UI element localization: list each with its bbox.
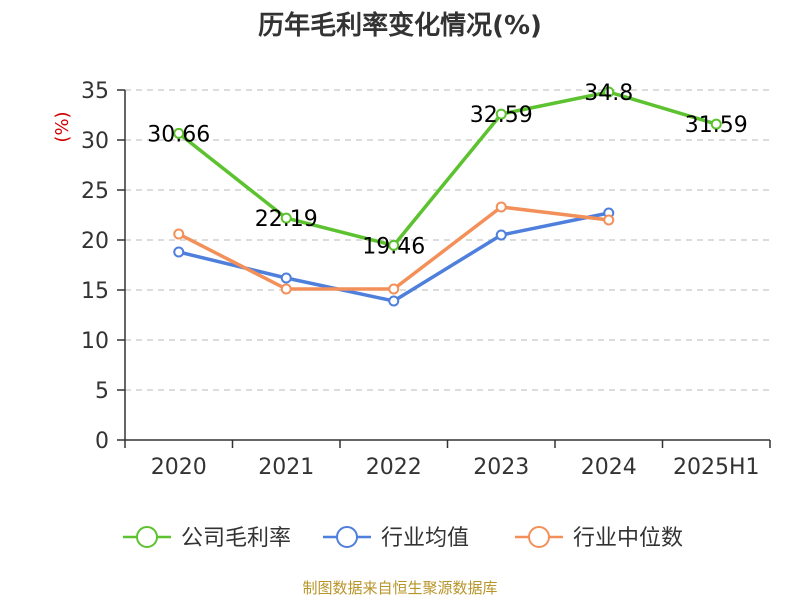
data-point bbox=[495, 229, 507, 241]
legend-marker-icon bbox=[136, 526, 158, 548]
series-line-0 bbox=[177, 90, 717, 248]
x-tick-label: 2025H1 bbox=[673, 455, 760, 480]
data-point bbox=[173, 228, 185, 240]
y-tick-label: 35 bbox=[81, 79, 109, 104]
data-point bbox=[280, 283, 292, 295]
data-point bbox=[603, 86, 615, 98]
data-point bbox=[710, 118, 722, 130]
grid-lines bbox=[125, 89, 770, 391]
legend-marker-icon bbox=[336, 526, 358, 548]
data-point bbox=[280, 272, 292, 284]
data-point bbox=[280, 212, 292, 224]
legend-marker-icon bbox=[528, 526, 550, 548]
data-point bbox=[388, 283, 400, 295]
data-point bbox=[173, 127, 185, 139]
data-point bbox=[388, 239, 400, 251]
legend-label: 行业均值 bbox=[381, 526, 469, 551]
chart-title: 历年毛利率变化情况(%) bbox=[258, 10, 542, 41]
axes: 0 5 10 15 20 25 30 35 2020 2021 2022 2023 2024 2025H1 bbox=[81, 79, 771, 480]
data-point bbox=[388, 295, 400, 307]
y-tick-label: 10 bbox=[81, 329, 109, 354]
legend-item-0[interactable]: 公司毛利率 bbox=[123, 526, 291, 551]
legend-item-1[interactable]: 行业均值 bbox=[323, 526, 469, 551]
data-label: 31.59 bbox=[685, 113, 748, 138]
x-tick-label: 2023 bbox=[473, 455, 529, 480]
y-axis-label: (%) bbox=[52, 111, 73, 142]
y-tick-label: 15 bbox=[81, 279, 109, 304]
source-note: 制图数据来自恒生聚源数据库 bbox=[302, 579, 497, 597]
data-labels: 30.66 22.19 19.46 32.59 34.8 31.59 bbox=[147, 81, 747, 259]
x-tick-label: 2021 bbox=[258, 455, 314, 480]
data-point bbox=[603, 214, 615, 226]
data-label: 30.66 bbox=[147, 122, 210, 147]
x-tick-label: 2022 bbox=[366, 455, 422, 480]
x-tick-label: 2024 bbox=[581, 455, 637, 480]
data-point bbox=[495, 108, 507, 120]
data-label: 32.59 bbox=[470, 103, 533, 128]
legend-label: 行业中位数 bbox=[573, 526, 683, 551]
data-label: 34.8 bbox=[584, 81, 633, 106]
y-tick-label: 20 bbox=[81, 229, 109, 254]
series-group bbox=[173, 86, 722, 307]
y-tick-label: 5 bbox=[95, 379, 109, 404]
y-tick-label: 30 bbox=[81, 129, 109, 154]
legend-item-2[interactable]: 行业中位数 bbox=[515, 526, 683, 551]
x-tick-label: 2020 bbox=[151, 455, 207, 480]
legend-label: 公司毛利率 bbox=[181, 526, 291, 551]
y-tick-label: 0 bbox=[95, 429, 109, 454]
data-point bbox=[173, 246, 185, 258]
data-label: 19.46 bbox=[362, 234, 425, 259]
data-label: 22.19 bbox=[255, 207, 318, 232]
legend[interactable]: 公司毛利率 行业均值 行业中位数 bbox=[123, 526, 683, 551]
y-tick-label: 25 bbox=[81, 179, 109, 204]
data-point bbox=[495, 201, 507, 213]
